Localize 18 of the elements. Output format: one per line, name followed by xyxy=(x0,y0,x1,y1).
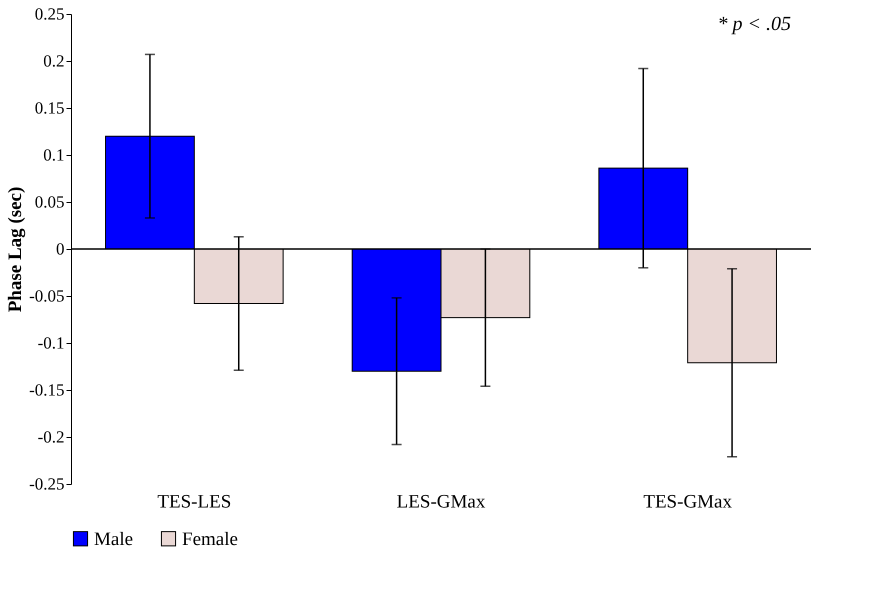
y-tick-label: 0.05 xyxy=(34,192,64,212)
y-axis-title: Phase Lag (sec) xyxy=(5,186,26,312)
y-tick-label: -0.1 xyxy=(38,334,64,352)
legend-label: Female xyxy=(182,528,238,550)
y-tick-label: 0 xyxy=(56,240,64,258)
y-tick-label: -0.15 xyxy=(29,380,64,400)
y-tick-label: 0.1 xyxy=(43,146,64,164)
x-tick-label: TES-LES xyxy=(157,492,232,512)
x-tick-label: LES-GMax xyxy=(396,492,486,512)
y-tick-label: 0.25 xyxy=(34,4,64,24)
y-tick-label: -0.05 xyxy=(29,286,64,306)
legend-label: Male xyxy=(94,528,134,550)
y-tick-label: -0.25 xyxy=(29,474,64,494)
y-tick-label: 0.15 xyxy=(34,98,64,118)
y-tick-label: 0.2 xyxy=(43,52,64,70)
y-tick-label: -0.2 xyxy=(38,428,64,446)
annotation: * p < .05 xyxy=(718,13,791,35)
x-tick-label: TES-GMax xyxy=(643,492,732,512)
